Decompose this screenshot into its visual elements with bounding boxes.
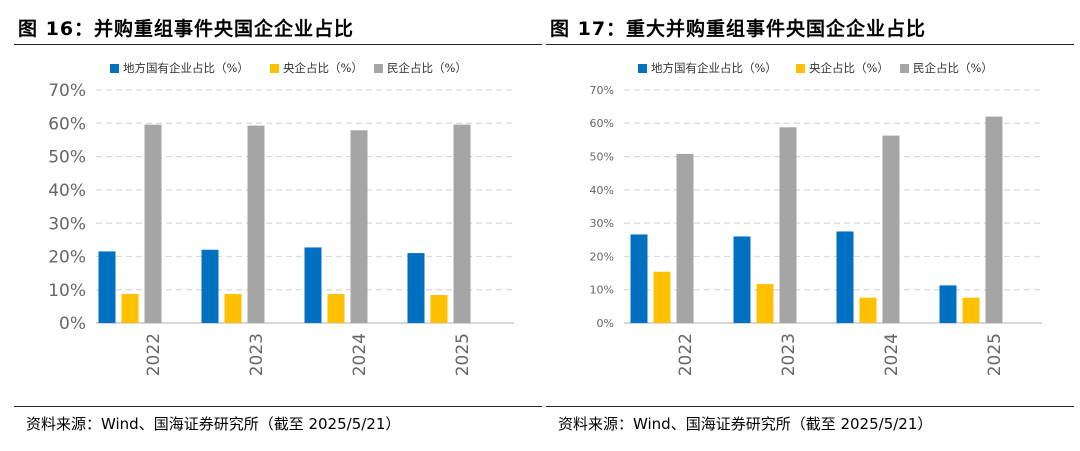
legend-swatch-central-soe [270, 63, 279, 73]
chart-legend: 地方国有企业占比（%） 央企占比（%） 民企占比（%） [546, 60, 1074, 76]
source-rule [546, 406, 1074, 407]
chart-panel-17: 图 17：重大并购重组事件央国企企业占比 地方国有企业占比（%） 央企占比（%）… [546, 0, 1074, 451]
bar-private-2024 [350, 130, 368, 323]
y-tick-label: 50% [590, 151, 614, 164]
y-tick-label: 40% [48, 181, 86, 201]
y-tick-label: 50% [48, 148, 86, 168]
y-tick-label: 40% [590, 184, 614, 197]
figure-title: 图 16：并购重组事件央国企企业占比 [18, 18, 355, 40]
source-note: 资料来源：Wind、国海证券研究所（截至 2025/5/21） [26, 415, 401, 433]
legend-label: 民企占比（%） [913, 61, 993, 75]
bar-private-2025 [453, 124, 471, 323]
bar-central-soe-2025 [430, 295, 448, 323]
bar-private-2023 [779, 127, 797, 323]
bar-local-soe-2024 [304, 247, 322, 323]
title-rule [14, 44, 542, 45]
x-tick-label: 2025 [453, 333, 473, 376]
y-tick-label: 20% [590, 250, 614, 263]
x-tick-label: 2024 [350, 333, 370, 376]
bar-central-soe-2024 [859, 297, 877, 323]
bar-local-soe-2022 [98, 251, 116, 323]
source-rule [14, 406, 542, 407]
legend-label: 地方国有企业占比（%） [123, 61, 249, 75]
legend-item-local-soe: 地方国有企业占比（%） [638, 60, 777, 76]
source-note: 资料来源：Wind、国海证券研究所（截至 2025/5/21） [558, 415, 933, 433]
bar-private-2023 [247, 125, 265, 323]
x-tick-label: 2023 [779, 333, 799, 376]
legend-swatch-central-soe [796, 63, 805, 73]
legend-item-central-soe: 央企占比（%） [796, 60, 889, 76]
bar-local-soe-2025 [407, 253, 425, 323]
title-rule [546, 44, 1074, 45]
legend-item-private: 民企占比（%） [900, 60, 993, 76]
y-tick-label: 60% [590, 117, 614, 130]
chart-panel-16: 图 16：并购重组事件央国企企业占比 地方国有企业占比（%） 央企占比（%） 民… [14, 0, 542, 451]
legend-swatch-local-soe [638, 63, 647, 73]
bar-central-soe-2025 [962, 297, 980, 323]
bar-private-2024 [882, 135, 900, 323]
y-tick-label: 0% [597, 317, 614, 330]
bar-central-soe-2022 [653, 271, 671, 323]
y-tick-label: 20% [48, 248, 86, 268]
legend-label: 央企占比（%） [283, 61, 363, 75]
legend-item-local-soe: 地方国有企业占比（%） [110, 60, 249, 76]
legend-item-private: 民企占比（%） [374, 60, 467, 76]
figure-title: 图 17：重大并购重组事件央国企企业占比 [550, 18, 927, 40]
x-tick-label: 2024 [882, 333, 902, 376]
y-tick-label: 60% [48, 114, 86, 134]
x-tick-label: 2025 [985, 333, 1005, 376]
x-tick-label: 2022 [676, 333, 696, 376]
legend-label: 民企占比（%） [387, 61, 467, 75]
y-tick-label: 70% [590, 84, 614, 97]
bar-chart-plot: 0% 10% 20% 30% 40% 50% 60% 70% 2022 2023 2024 2025 [48, 81, 514, 376]
bar-private-2022 [144, 124, 162, 323]
bar-central-soe-2024 [327, 294, 345, 323]
bar-central-soe-2023 [224, 294, 242, 323]
y-tick-label: 10% [48, 281, 86, 301]
bar-private-2022 [676, 153, 694, 323]
bar-chart-plot: 0% 10% 20% 30% 40% 50% 60% 70% 2022 2023 2024 2025 [590, 84, 1042, 376]
bar-local-soe-2022 [630, 234, 648, 323]
y-tick-label: 0% [59, 314, 86, 334]
bar-local-soe-2023 [201, 249, 219, 323]
legend-swatch-private [900, 63, 909, 73]
y-tick-label: 70% [48, 81, 86, 101]
y-tick-label: 30% [590, 217, 614, 230]
bar-local-soe-2023 [733, 236, 751, 323]
y-tick-label: 10% [590, 284, 614, 297]
bar-local-soe-2025 [939, 285, 957, 323]
bar-private-2025 [985, 116, 1003, 323]
legend-swatch-local-soe [110, 63, 119, 73]
bar-local-soe-2024 [836, 231, 854, 323]
x-tick-label: 2023 [247, 333, 267, 376]
chart-legend: 地方国有企业占比（%） 央企占比（%） 民企占比（%） [14, 60, 542, 76]
legend-item-central-soe: 央企占比（%） [270, 60, 363, 76]
legend-label: 央企占比（%） [809, 61, 889, 75]
y-tick-label: 30% [48, 214, 86, 234]
bar-central-soe-2023 [756, 284, 774, 323]
bar-central-soe-2022 [121, 294, 139, 323]
legend-label: 地方国有企业占比（%） [651, 61, 777, 75]
legend-swatch-private [374, 63, 383, 73]
x-tick-label: 2022 [144, 333, 164, 376]
